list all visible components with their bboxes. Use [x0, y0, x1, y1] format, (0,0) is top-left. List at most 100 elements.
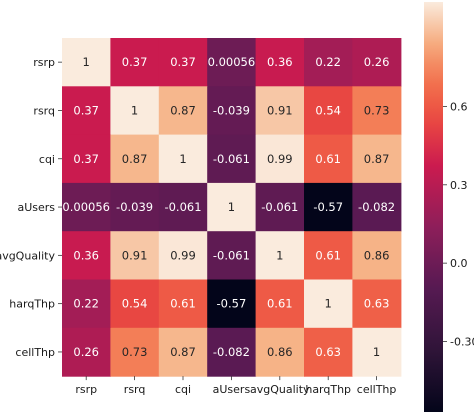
cell-value-label: 0.61 [315, 152, 341, 166]
cell-value-label: 0.87 [364, 152, 390, 166]
cell-value-label: 0.00056 [62, 200, 110, 214]
heatmap-cell [352, 38, 402, 87]
heatmap-cell [158, 86, 208, 136]
x-tick-label: rsrp [75, 383, 97, 396]
cell-value-label: -0.061 [164, 200, 201, 214]
heatmap-cell [304, 327, 353, 377]
heatmap-cell [110, 327, 160, 377]
heatmap-cell [304, 134, 353, 184]
heatmap-cells: 1 0.37 0.37 0.00056 0.36 0.22 0.26 0.37 1 0.87 -0.… [62, 38, 402, 377]
heatmap-cell [62, 327, 111, 377]
heatmap-cell [352, 279, 402, 329]
heatmap-cell [255, 86, 305, 136]
heatmap-cell [158, 231, 208, 281]
x-tick-label: cellThp [357, 383, 397, 396]
heatmap-cell [207, 279, 257, 329]
y-tick-label: aUsers [17, 201, 55, 214]
heatmap-cell [255, 134, 305, 184]
heatmap-cell [207, 38, 257, 87]
cell-value-label: 0.37 [170, 55, 196, 69]
heatmap-cell [352, 86, 402, 136]
cell-value-label: 0.61 [267, 297, 293, 311]
heatmap-cell [304, 279, 353, 329]
heatmap-cell [110, 279, 160, 329]
cell-value-label: 0.37 [73, 152, 99, 166]
cell-value-label: 0.87 [122, 152, 148, 166]
cell-value-label: 0.87 [170, 103, 196, 117]
heatmap-cell [110, 134, 160, 184]
heatmap-cell [304, 86, 353, 136]
cell-value-label: 1 [131, 103, 138, 117]
heatmap-cell [255, 279, 305, 329]
cell-value-label: -0.57 [217, 297, 247, 311]
heatmap-cell [110, 86, 160, 136]
cell-value-label: 1 [325, 297, 332, 311]
cell-value-label: 0.37 [73, 103, 99, 117]
cell-value-label: 0.00056 [208, 55, 256, 69]
cell-value-label: 0.26 [364, 55, 390, 69]
heatmap-cell [304, 231, 353, 281]
y-tick-label: cellThp [15, 346, 55, 359]
heatmap-cell [304, 38, 353, 87]
heatmap-cell [110, 38, 160, 87]
cell-value-label: 1 [83, 55, 90, 69]
heatmap-cell [207, 86, 257, 136]
cell-value-label: 0.54 [122, 297, 148, 311]
heatmap-cell [62, 279, 111, 329]
cell-value-label: 1 [373, 345, 380, 359]
cell-value-label: -0.061 [213, 152, 250, 166]
cell-value-label: -0.061 [261, 200, 298, 214]
heatmap-cell [207, 231, 257, 281]
x-tick-label: avgQuality [250, 383, 310, 396]
cell-value-label: 0.73 [364, 103, 390, 117]
y-tick-label: rsrq [33, 104, 55, 117]
heatmap-cell [352, 327, 402, 377]
heatmap-cell [304, 182, 353, 232]
cell-value-label: -0.039 [116, 200, 153, 214]
heatmap-cell [255, 231, 305, 281]
colorbar-tick-label: 0.0 [450, 257, 468, 270]
x-tick-label: rsrq [124, 383, 146, 396]
heatmap-cell [158, 38, 208, 87]
cell-value-label: 0.61 [170, 297, 196, 311]
heatmap-cell [207, 327, 257, 377]
heatmap-cell [255, 38, 305, 87]
cell-value-label: 0.63 [364, 297, 390, 311]
colorbar-ticks: 0.6 0.3 0.0 -0.30 [443, 100, 474, 348]
heatmap-cell [158, 182, 208, 232]
cell-value-label: -0.061 [213, 248, 250, 262]
cell-value-label: 0.36 [267, 55, 293, 69]
heatmap-cell [62, 182, 111, 232]
y-tick-labels: rsrp rsrq cqi aUsers avgQuality harqThp cellTh… [0, 56, 62, 359]
y-tick-label: rsrp [33, 56, 55, 69]
colorbar-tick-label: 0.3 [450, 179, 468, 192]
cell-value-label: 0.86 [267, 345, 293, 359]
cell-value-label: 1 [228, 200, 235, 214]
cell-value-label: 1 [179, 152, 186, 166]
heatmap-cell [62, 86, 111, 136]
cell-value-label: -0.039 [213, 103, 250, 117]
cell-value-label: 0.91 [267, 103, 293, 117]
cell-value-label: -0.57 [313, 200, 343, 214]
cell-value-label: -0.082 [213, 345, 250, 359]
x-tick-label: aUsers [213, 383, 251, 396]
cell-value-label: 0.36 [73, 248, 99, 262]
heatmap-cell [158, 134, 208, 184]
cell-value-label: 0.99 [170, 248, 196, 262]
heatmap-cell [255, 182, 305, 232]
heatmap-cell [207, 182, 257, 232]
cell-value-label: 0.91 [122, 248, 148, 262]
heatmap-cell [62, 231, 111, 281]
colorbar-tick-label: 0.6 [450, 100, 468, 113]
y-tick-label: harqThp [9, 298, 55, 311]
x-tick-label: harqThp [305, 383, 351, 396]
y-tick-label: avgQuality [0, 249, 55, 262]
cell-value-label: 0.22 [315, 55, 341, 69]
heatmap-cell [158, 279, 208, 329]
cell-value-label: 0.54 [315, 103, 341, 117]
heatmap-cell [207, 134, 257, 184]
cell-value-label: 0.87 [170, 345, 196, 359]
cell-value-label: 0.26 [73, 345, 99, 359]
cell-value-label: -0.082 [358, 200, 395, 214]
